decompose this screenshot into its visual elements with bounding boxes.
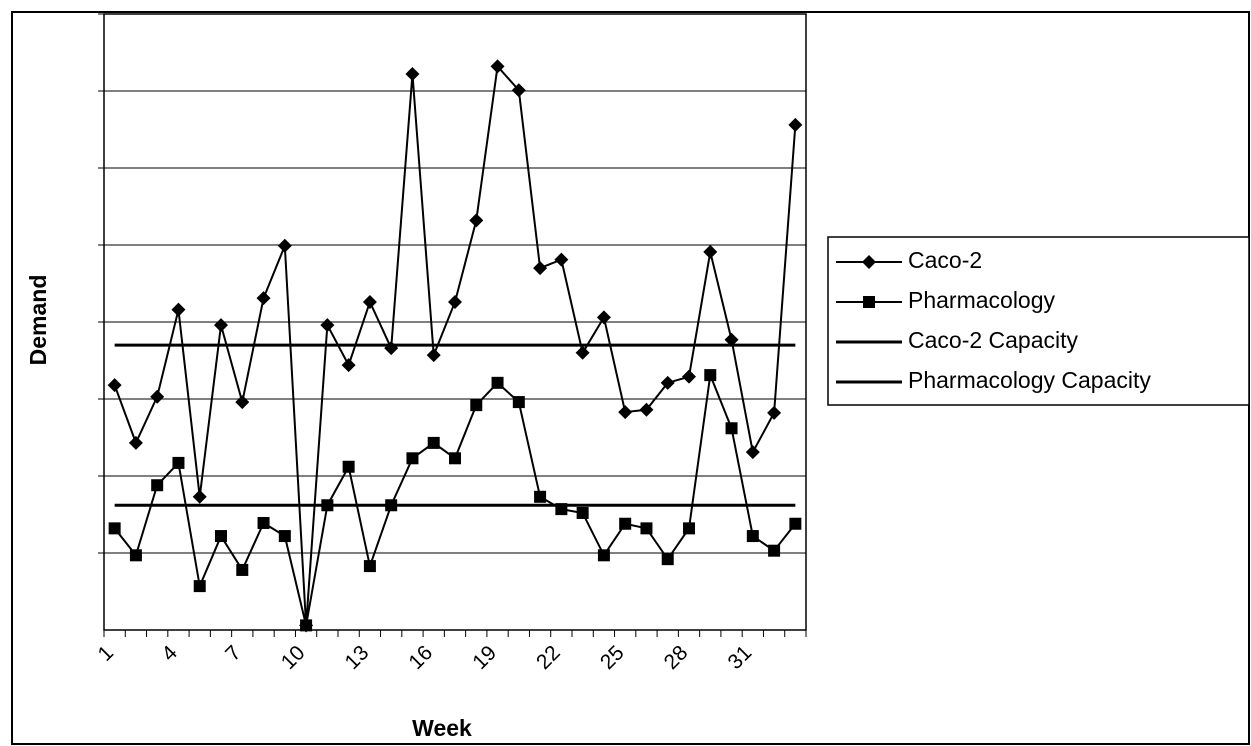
- diamond-marker: [320, 318, 335, 333]
- square-marker: [619, 517, 632, 530]
- square-marker: [789, 517, 802, 530]
- y-axis-title: Demand: [25, 275, 51, 366]
- square-marker: [342, 460, 355, 473]
- diamond-marker: [788, 117, 803, 132]
- diamond-marker: [724, 332, 739, 347]
- x-axis-title: Week: [412, 715, 472, 741]
- square-marker: [704, 369, 717, 382]
- legend-label: Pharmacology: [908, 287, 1056, 313]
- legend-label: Caco-2 Capacity: [908, 327, 1079, 353]
- square-marker: [215, 530, 227, 543]
- diamond-marker: [660, 375, 675, 390]
- square-marker: [449, 452, 461, 465]
- diamond-marker: [448, 294, 462, 309]
- diamond-marker: [703, 244, 718, 259]
- diamond-marker: [745, 445, 760, 460]
- legend-label: Pharmacology Capacity: [908, 367, 1151, 393]
- diamond-marker: [469, 213, 484, 228]
- square-marker: [108, 522, 121, 535]
- diamond-marker: [107, 378, 122, 393]
- diamond-marker: [682, 369, 696, 384]
- diamond-marker: [554, 252, 569, 267]
- square-marker: [363, 560, 376, 573]
- square-marker: [491, 376, 504, 389]
- square-marker: [746, 530, 759, 543]
- square-marker: [512, 396, 525, 409]
- diamond-marker: [256, 291, 271, 306]
- diamond-marker: [618, 405, 633, 420]
- legend: [827, 236, 1250, 406]
- diamond-marker: [128, 435, 143, 450]
- diamond-marker: [639, 402, 654, 417]
- square-marker: [863, 296, 875, 308]
- square-marker: [768, 544, 781, 557]
- diamond-marker: [426, 348, 441, 363]
- diamond-marker: [171, 302, 186, 317]
- square-marker: [300, 619, 313, 632]
- square-marker: [151, 479, 164, 492]
- square-marker: [683, 522, 695, 535]
- square-marker: [406, 452, 419, 465]
- square-marker: [129, 549, 142, 562]
- diamond-marker: [341, 358, 356, 373]
- square-marker: [640, 522, 653, 535]
- diamond-marker: [214, 318, 228, 333]
- diamond-marker: [596, 310, 611, 325]
- diamond-marker: [362, 294, 377, 309]
- diamond-marker: [575, 345, 590, 360]
- diamond-marker: [533, 261, 548, 276]
- diamond-marker: [511, 83, 526, 98]
- square-marker: [661, 553, 674, 566]
- diamond-marker: [767, 405, 782, 420]
- square-marker: [172, 456, 185, 469]
- square-marker: [193, 580, 206, 593]
- square-marker: [257, 516, 270, 529]
- diamond-marker: [862, 255, 876, 269]
- square-marker: [534, 490, 547, 503]
- square-marker: [278, 530, 291, 543]
- square-marker: [236, 563, 249, 576]
- diamond-marker: [150, 389, 165, 404]
- diamond-marker: [235, 395, 250, 410]
- square-marker: [427, 436, 440, 449]
- square-marker: [597, 549, 610, 562]
- square-marker: [725, 422, 738, 435]
- legend-label: Caco-2: [908, 247, 982, 273]
- diamond-marker: [192, 489, 207, 504]
- diamond-marker: [277, 238, 292, 253]
- square-marker: [470, 399, 483, 412]
- diamond-marker: [490, 59, 505, 74]
- diamond-marker: [405, 67, 420, 82]
- square-marker: [576, 506, 589, 519]
